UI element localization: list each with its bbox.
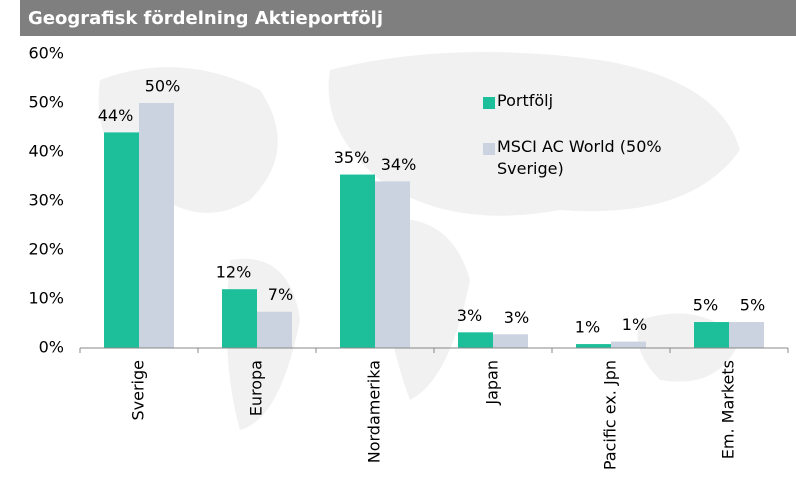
y-tick-label: 10% [28, 289, 64, 308]
data-label: 5% [693, 296, 718, 315]
bar [611, 341, 646, 348]
bar [576, 344, 611, 348]
x-tick-label: Europa [247, 360, 266, 416]
x-tick-label: Japan [483, 360, 502, 406]
data-label: 1% [622, 315, 647, 334]
data-label: 3% [504, 308, 529, 327]
data-label: 3% [457, 306, 482, 325]
legend-label: Portfölj [497, 91, 554, 110]
chart-title: Geografisk fördelning Aktieportfölj [28, 8, 383, 29]
bar [340, 174, 375, 348]
x-tick-label: Pacific ex. Jpn [601, 360, 620, 470]
bar [694, 322, 729, 348]
bar [139, 103, 174, 348]
x-tick-label: Nordamerika [365, 360, 384, 463]
map-background [98, 52, 740, 430]
data-label: 44% [98, 106, 134, 125]
data-label: 5% [740, 296, 765, 315]
bar [222, 289, 257, 348]
y-tick-label: 20% [28, 240, 64, 259]
data-label: 50% [145, 77, 181, 96]
y-tick-label: 50% [28, 93, 64, 112]
bar [729, 322, 764, 348]
data-label: 1% [575, 318, 600, 337]
data-label: 35% [334, 148, 370, 167]
bar [257, 311, 292, 348]
bar [493, 334, 528, 348]
legend-swatch [483, 143, 495, 155]
data-label: 12% [216, 263, 252, 282]
title-bar [20, 0, 796, 36]
data-label: 7% [268, 285, 293, 304]
data-label: 34% [381, 155, 417, 174]
y-tick-label: 40% [28, 142, 64, 161]
y-tick-label: 0% [39, 338, 64, 357]
x-tick-label: Em. Markets [719, 360, 738, 459]
x-tick-label: Sverige [129, 360, 148, 421]
bar [458, 332, 493, 348]
bar [375, 181, 410, 348]
y-tick-label: 30% [28, 191, 64, 210]
y-tick-label: 60% [28, 44, 64, 63]
legend-swatch [483, 97, 495, 109]
legend-label: MSCI AC World (50% Sverige) [497, 137, 662, 178]
bar [104, 132, 139, 348]
